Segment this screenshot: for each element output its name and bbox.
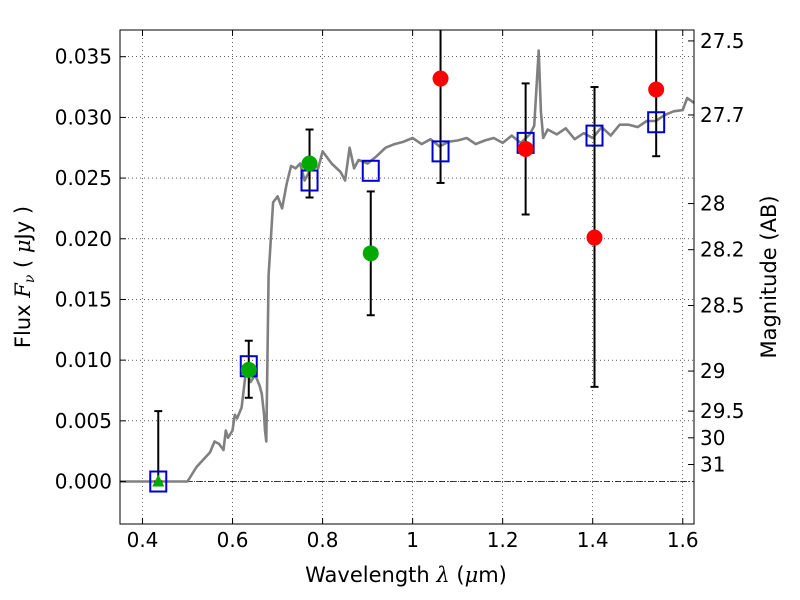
- x-axis-title-mu: μ: [465, 563, 479, 587]
- y-tick-label: 0.005: [55, 409, 112, 433]
- y-tick-label: 0.010: [55, 348, 112, 372]
- x-tick-label: 1.4: [577, 528, 609, 552]
- model-box-marker: [431, 140, 450, 163]
- x-axis-title-text: Wavelength: [305, 563, 436, 587]
- x-tick-label: 0.4: [127, 528, 159, 552]
- model-box-marker: [149, 470, 168, 493]
- y2-tick-label: 28: [700, 192, 725, 216]
- y2-tick-label: 28.5: [700, 294, 745, 318]
- observed-flux-point: [301, 155, 318, 172]
- y-axis-title-f: F: [11, 282, 35, 299]
- y2-tick-label: 27.7: [700, 103, 745, 127]
- y-axis-title-nu: ν: [22, 274, 38, 283]
- x-axis-title-unit: m): [478, 563, 507, 587]
- y-tick-label: 0.035: [55, 45, 112, 69]
- observed-flux-point: [432, 70, 449, 87]
- observed-flux-point: [240, 361, 257, 378]
- x-tick-label: 1.6: [667, 528, 699, 552]
- y2-axis-title: Magnitude (AB): [757, 195, 781, 358]
- error-bars: [154, 30, 661, 483]
- plot-frame: [119, 29, 695, 525]
- y-axis-title-mu: μ: [11, 239, 35, 253]
- y-tick-label: 0.025: [55, 166, 112, 190]
- x-tick-label: 0.8: [307, 528, 339, 552]
- observed-flux-point: [517, 140, 534, 157]
- x-tick-label: 1: [406, 528, 419, 552]
- x-axis-title-lambda: λ: [435, 563, 449, 587]
- x-axis-ticks: 0.4 0.6 0.8 1 1.2 1.4 1.6: [127, 30, 699, 552]
- y2-tick-label: 30: [700, 426, 725, 450]
- model-box-marker: [647, 111, 666, 134]
- y2-tick-label: 29.5: [700, 399, 745, 423]
- x-tick-label: 0.6: [217, 528, 249, 552]
- y2-axis-ticks: 27.5 27.7 28 28.2 28.5 29 29.5 30 31: [688, 29, 745, 477]
- observed-flux-point: [362, 245, 379, 262]
- y-axis-title-open: (: [11, 253, 35, 275]
- y2-tick-label: 27.5: [700, 29, 745, 53]
- y-axis-ticks: 0.000 0.005 0.010 0.015 0.020 0.025 0.030 0.035: [55, 45, 126, 494]
- observed-flux-point: [648, 81, 665, 98]
- y2-tick-label: 28.2: [700, 238, 745, 262]
- y2-tick-label: 31: [700, 453, 725, 477]
- x-axis-title-open: (: [450, 563, 465, 587]
- y-tick-label: 0.015: [55, 287, 112, 311]
- model-box-marker: [585, 124, 604, 147]
- y-tick-label: 0.000: [55, 470, 112, 494]
- grid: [120, 30, 694, 524]
- observed-flux-point: [586, 229, 603, 246]
- y-tick-label: 0.020: [55, 227, 112, 251]
- model-box-marker: [361, 159, 380, 182]
- y-axis-title-unit: Jy ): [11, 206, 35, 242]
- x-tick-label: 1.2: [487, 528, 519, 552]
- observed-flux-triangle: [152, 474, 165, 487]
- x-axis-title: Wavelength λ (μm): [305, 563, 507, 587]
- y-axis-title-text: Flux: [11, 298, 35, 348]
- y2-tick-label: 29: [700, 359, 725, 383]
- y-axis-title: Flux Fν ( μJy ): [11, 206, 38, 348]
- template-spectrum-line: [120, 49, 695, 483]
- y-tick-label: 0.030: [55, 105, 112, 129]
- observed-flux-markers: [152, 70, 665, 487]
